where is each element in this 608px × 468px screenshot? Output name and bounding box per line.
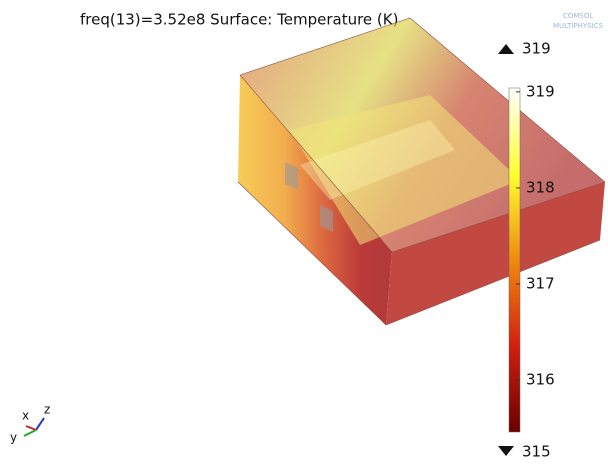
plot-title: freq(13)=3.52e8 Surface: Temperature (K) — [80, 11, 398, 29]
front-face — [238, 75, 392, 325]
logo: MULTIPHYSICS — [553, 22, 604, 30]
max-label: 319 — [522, 40, 551, 58]
axis-label: z — [44, 403, 50, 417]
inner-block — [290, 95, 520, 245]
min-arrow — [498, 446, 514, 456]
tick-label: 318 — [526, 178, 555, 196]
tick-label: 317 — [526, 275, 555, 293]
tick-label: 316 — [526, 371, 555, 389]
logo: COMSOL — [563, 12, 593, 20]
min-label: 315 — [522, 443, 551, 461]
axis-triad: z x y — [10, 403, 50, 445]
axis-label: y — [10, 431, 17, 445]
axis-label: x — [22, 409, 29, 423]
port — [285, 162, 298, 190]
right-face — [386, 182, 605, 325]
max-arrow — [498, 44, 514, 54]
inner-strip — [300, 120, 455, 200]
tick-label: 319 — [526, 82, 555, 100]
colorbar — [508, 87, 521, 433]
port — [320, 205, 333, 232]
